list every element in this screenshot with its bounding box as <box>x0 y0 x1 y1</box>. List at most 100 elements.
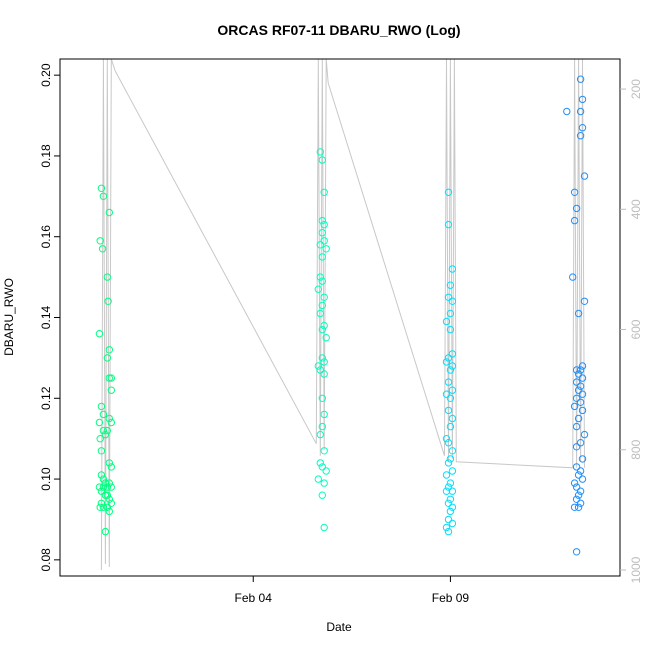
data-point <box>578 406 587 415</box>
data-point <box>318 354 326 362</box>
data-point <box>448 519 457 528</box>
y-tick-label: 0.10 <box>39 467 53 491</box>
data-point <box>446 495 455 503</box>
data-point <box>572 204 581 213</box>
data-point <box>318 491 326 499</box>
data-point <box>576 467 585 475</box>
data-point <box>444 406 453 415</box>
y2-tick-label: 400 <box>629 199 643 219</box>
data-point <box>578 455 587 463</box>
data-point <box>446 479 455 487</box>
data-points-layer <box>95 75 589 583</box>
data-point <box>318 301 326 310</box>
data-point <box>578 124 587 132</box>
data-point <box>448 362 457 370</box>
data-point <box>446 281 455 289</box>
data-point <box>105 479 114 487</box>
data-point <box>576 132 585 140</box>
data-point <box>576 487 585 495</box>
data-point <box>101 527 110 536</box>
data-point <box>107 463 116 471</box>
data-point <box>574 414 583 423</box>
data-point <box>572 495 581 503</box>
data-point <box>107 483 116 491</box>
data-point <box>448 265 457 273</box>
x-axis: Feb 04 Feb 09 <box>235 576 470 605</box>
data-point <box>322 467 330 475</box>
data-point <box>99 483 108 491</box>
data-point <box>95 418 104 427</box>
data-point <box>444 499 453 507</box>
data-point <box>442 358 451 366</box>
data-point <box>97 402 106 411</box>
data-point <box>574 503 583 511</box>
data-point <box>103 273 112 281</box>
data-point <box>444 378 453 386</box>
data-point <box>316 366 324 374</box>
data-point <box>105 414 114 423</box>
data-point <box>97 499 106 507</box>
data-point <box>570 503 579 511</box>
data-point <box>442 523 451 532</box>
data-point <box>578 374 587 382</box>
x-tick-label: Feb 04 <box>235 591 273 605</box>
data-point <box>99 410 108 419</box>
data-point <box>103 354 112 362</box>
y-tick-label: 0.16 <box>39 225 53 249</box>
data-point <box>320 410 328 419</box>
x-axis-label: Date <box>326 620 352 634</box>
data-point <box>95 330 104 338</box>
data-point <box>96 237 104 245</box>
data-point <box>444 439 453 447</box>
x-tick-label: Feb 09 <box>432 591 470 605</box>
pressure-trace-line <box>100 59 585 571</box>
y-tick-label: 0.12 <box>39 386 53 410</box>
data-point <box>104 297 112 305</box>
data-point <box>97 471 106 479</box>
data-point <box>572 394 581 402</box>
data-point <box>446 366 455 374</box>
data-point <box>580 172 589 180</box>
data-point <box>322 245 330 253</box>
data-point <box>318 253 326 261</box>
data-point <box>314 362 322 370</box>
data-point <box>316 459 324 467</box>
data-point <box>318 216 326 225</box>
chart-title: ORCAS RF07-11 DBARU_RWO (Log) <box>217 22 460 38</box>
data-point <box>572 463 581 471</box>
data-point <box>446 455 455 463</box>
data-point <box>105 459 114 467</box>
data-point <box>320 188 328 197</box>
y2-tick-label: 200 <box>629 79 643 99</box>
data-point <box>448 503 457 511</box>
data-point <box>444 220 453 229</box>
data-point <box>105 374 114 382</box>
data-point <box>314 475 322 483</box>
data-point <box>103 491 112 499</box>
data-point <box>576 398 585 406</box>
data-point <box>320 237 328 245</box>
data-point <box>576 366 585 374</box>
pressure-trace-layer <box>100 59 585 571</box>
data-point <box>99 192 108 201</box>
data-point <box>448 297 457 305</box>
data-point <box>99 503 108 511</box>
y2-tick-label: 600 <box>629 319 643 339</box>
data-point <box>446 394 455 402</box>
data-point <box>105 346 114 354</box>
data-point <box>101 491 110 499</box>
data-point <box>318 394 326 402</box>
data-point <box>97 447 106 455</box>
data-point <box>318 463 326 471</box>
data-point <box>103 503 112 511</box>
y-axis-left: 0.08 0.10 0.12 0.14 0.16 0.18 0.20 <box>39 63 60 572</box>
data-point <box>576 107 585 116</box>
data-point <box>318 325 326 334</box>
y2-tick-label: 800 <box>629 439 643 459</box>
data-point <box>315 577 321 583</box>
data-point <box>444 527 453 536</box>
data-point <box>570 188 579 197</box>
data-point <box>574 491 583 499</box>
data-point <box>322 334 330 342</box>
